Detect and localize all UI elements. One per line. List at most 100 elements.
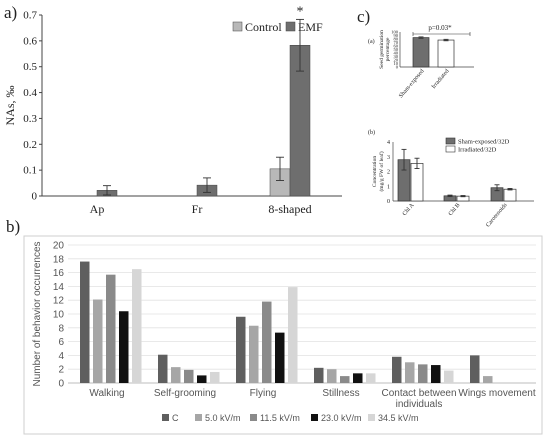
chart-b-y-tick-label: 16 xyxy=(53,268,65,279)
chart-b-x-tick-label: Walking xyxy=(89,388,124,399)
chart-b-y-tick-label: 20 xyxy=(53,241,65,252)
chart-b-y-axis-label: Number of behavior occurrences xyxy=(32,241,43,386)
chart-c-a-y-axis-label: Seed germination xyxy=(379,30,385,69)
chart-b-legend-label: C xyxy=(172,413,179,423)
panel-label-c-a: (a) xyxy=(368,38,375,45)
chart-b-legend-swatch xyxy=(195,414,202,421)
chart-c-a-y-tick-label: 0 xyxy=(396,65,399,70)
chart-c-b-legend-swatch xyxy=(445,137,456,145)
chart-b-bar xyxy=(93,299,103,383)
chart-b-bar xyxy=(184,369,194,383)
chart-c-b-x-tick-label: Chl A xyxy=(402,202,416,217)
chart-b-bar xyxy=(444,370,454,383)
chart-c-a-y-tick-label: 10 xyxy=(394,61,399,66)
panel-label-b: b) xyxy=(6,217,20,236)
panel-label-a: a) xyxy=(4,3,17,22)
chart-b-bar xyxy=(340,376,350,383)
chart-b: 0 2 4 6 8 10 12 14 16 18 20 Number of behavior occu… xyxy=(23,235,543,435)
chart-c-a-y-tick-label: 30 xyxy=(394,54,399,59)
chart-c-b-y-tick-label: 4 xyxy=(387,140,390,146)
chart-a-y-tick-label: 0.5 xyxy=(23,61,37,73)
chart-c-b-legend-label: Irradiated/32D xyxy=(458,147,497,154)
panel-label-c: c) xyxy=(357,7,370,26)
chart-c-b-x-tick-label: Chl B xyxy=(448,202,462,217)
chart-c-a-x-tick-label: Irradiated xyxy=(431,68,451,90)
chart-b-bar xyxy=(262,301,272,383)
chart-b-bar xyxy=(366,373,376,383)
chart-c-a-y-tick-label: 80 xyxy=(394,37,399,42)
chart-b-bar xyxy=(418,364,428,383)
chart-c-a-y-tick-label: 100 xyxy=(391,30,399,35)
chart-a-y-axis-label: NAs, ‰ xyxy=(3,85,17,125)
chart-c-b: 0 1 2 3 4 Concentration (mg/g FW of leaf) Chl A… xyxy=(372,137,534,229)
chart-a-y-tick-label: 0.7 xyxy=(23,10,37,22)
chart-b-bar xyxy=(314,367,324,383)
chart-a: 0 0.1 0.2 0.3 0.4 0.5 0.6 0.7 NAs, ‰ Ap Fr 8-shaped… xyxy=(3,4,342,216)
chart-c-a-bar xyxy=(412,37,430,68)
chart-b-bar xyxy=(288,287,298,383)
chart-b-bar xyxy=(249,325,259,383)
chart-b-x-tick-label: Wings movement xyxy=(458,388,535,399)
chart-a-annotation: * xyxy=(297,4,304,19)
chart-a-legend-swatch xyxy=(285,21,296,32)
panel-label-c-b: (b) xyxy=(368,129,375,136)
chart-a-legend-swatch xyxy=(232,21,243,32)
chart-b-legend-swatch xyxy=(250,414,257,421)
chart-c-a-x-tick-label: Sham-exposed xyxy=(398,68,425,99)
chart-a-x-tick-label: 8-shaped xyxy=(268,202,311,216)
chart-b-bar xyxy=(106,274,116,383)
chart-b-bar xyxy=(197,375,207,383)
chart-a-legend-label: Control xyxy=(245,20,282,34)
chart-c-b-bar xyxy=(503,188,517,202)
chart-b-bar xyxy=(236,316,246,383)
chart-b-bar xyxy=(327,369,337,383)
chart-c-a-bar xyxy=(437,39,455,68)
chart-b-bar xyxy=(210,371,220,383)
chart-b-bar xyxy=(80,261,90,383)
chart-a-y-tick-label: 0.3 xyxy=(23,113,37,125)
chart-a-y-tick-label: 0.2 xyxy=(23,139,37,151)
chart-b-x-tick-label: Self-grooming xyxy=(154,388,216,399)
chart-b-y-tick-label: 4 xyxy=(58,351,64,362)
chart-c-a-y-tick-label: 70 xyxy=(394,40,399,45)
chart-c-b-y-tick-label: 2 xyxy=(387,170,390,176)
chart-c-b-y-axis-label: Concentration xyxy=(372,156,378,187)
chart-c-b-x-tick-label: Carotenoids xyxy=(485,202,509,229)
chart-a-x-tick-label: Ap xyxy=(90,202,105,216)
chart-b-bar xyxy=(405,362,415,383)
chart-b-bar xyxy=(392,356,402,383)
chart-b-y-tick-label: 18 xyxy=(53,254,65,265)
chart-b-y-tick-label: 12 xyxy=(53,296,65,307)
chart-c-a-y-tick-label: 50 xyxy=(394,47,399,52)
chart-b-x-tick-label: Flying xyxy=(250,388,277,399)
chart-b-x-tick-label: Contact between xyxy=(381,388,456,399)
chart-b-x-tick-label-cont: individuals xyxy=(396,399,443,410)
chart-b-legend-label: 23.0 kV/m xyxy=(321,413,362,423)
chart-c-a-y-tick-label: 60 xyxy=(394,44,399,49)
chart-b-y-tick-label: 14 xyxy=(53,282,65,293)
chart-b-bar xyxy=(158,354,168,383)
chart-a-y-tick-label: 0 xyxy=(32,191,38,203)
chart-b-bar xyxy=(353,373,363,383)
chart-b-y-tick-label: 2 xyxy=(58,365,64,376)
chart-b-bar xyxy=(132,269,142,383)
chart-b-legend-swatch xyxy=(368,414,375,421)
chart-c-b-y-tick-label: 1 xyxy=(387,184,390,190)
chart-c-b-bar xyxy=(410,163,424,202)
chart-b-y-tick-label: 10 xyxy=(53,310,65,321)
chart-b-y-tick-label: 0 xyxy=(58,379,64,390)
chart-b-legend-swatch xyxy=(311,414,318,421)
chart-b-legend-label: 11.5 kV/m xyxy=(260,413,300,423)
chart-b-bar xyxy=(119,311,129,383)
chart-c-a-y-tick-label: 90 xyxy=(394,33,399,38)
chart-a-legend-label: EMF xyxy=(298,20,323,34)
chart-b-bar xyxy=(275,332,285,383)
chart-b-y-tick-label: 8 xyxy=(58,323,64,334)
chart-a-y-tick-label: 0.4 xyxy=(23,87,37,99)
chart-a-y-tick-label: 0.1 xyxy=(23,165,37,177)
chart-c-a-y-axis-label-cont: percentage xyxy=(385,37,391,61)
chart-c-b-y-tick-label: 3 xyxy=(387,155,390,161)
chart-b-bar xyxy=(431,365,441,383)
